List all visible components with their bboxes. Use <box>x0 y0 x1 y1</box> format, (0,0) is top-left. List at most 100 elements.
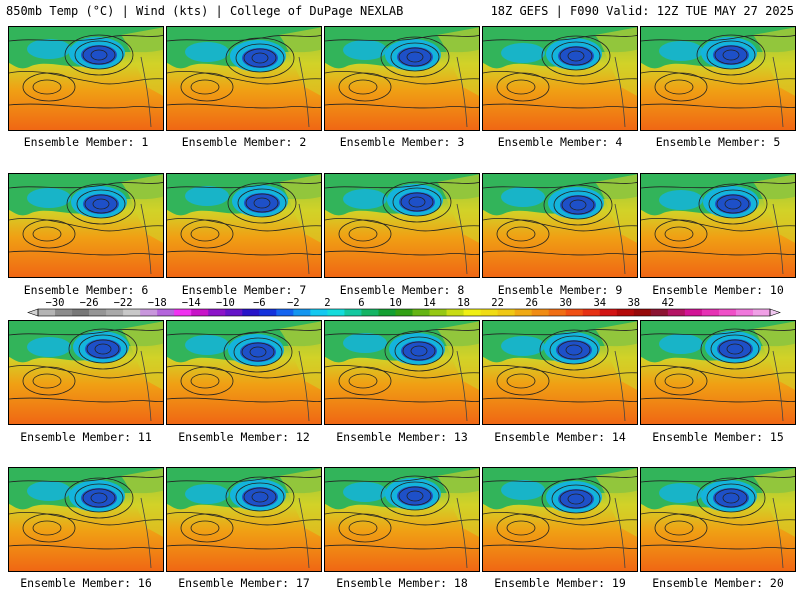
colorbar-bin <box>89 309 107 316</box>
colorbar-bin <box>395 309 413 316</box>
ensemble-map-panel <box>640 173 796 278</box>
ensemble-map-panel <box>166 173 322 278</box>
header-run-info: 18Z GEFS | F090 Valid: 12Z TUE MAY 27 20… <box>490 4 794 18</box>
colorbar-bin <box>497 309 516 316</box>
ensemble-map-panel <box>8 173 164 278</box>
ensemble-member-label: Ensemble Member: 17 <box>178 576 310 590</box>
ensemble-map-panel <box>166 320 322 425</box>
ensemble-member-label: Ensemble Member: 18 <box>336 576 468 590</box>
colorbar-bin <box>548 309 567 316</box>
colorbar-tick-label: −14 <box>182 297 201 309</box>
colorbar-bin <box>378 309 396 316</box>
ensemble-map-panel <box>166 467 322 572</box>
colorbar-bin <box>480 309 499 316</box>
ensemble-map-panel <box>640 320 796 425</box>
colorbar-tick-label: −30 <box>46 297 65 309</box>
ensemble-member-label: Ensemble Member: 16 <box>20 576 152 590</box>
colorbar-tick-label: 34 <box>593 297 606 309</box>
ensemble-member-label: Ensemble Member: 8 <box>339 283 465 297</box>
colorbar-tick-label: −10 <box>216 297 235 309</box>
colorbar-bin <box>276 309 294 316</box>
colorbar-bin <box>633 309 652 316</box>
colorbar-bin <box>208 309 226 316</box>
colorbar-left-arrow <box>27 308 39 317</box>
colorbar-bin <box>242 309 260 316</box>
colorbar-bin <box>463 309 481 316</box>
ensemble-member-label: Ensemble Member: 14 <box>494 430 626 444</box>
colorbar-bin <box>259 309 277 316</box>
ensemble-member-label: Ensemble Member: 1 <box>23 135 149 149</box>
ensemble-map-panel <box>324 173 480 278</box>
colorbar-bin <box>446 309 464 316</box>
ensemble-member-label: Ensemble Member: 7 <box>181 283 307 297</box>
colorbar-bin <box>344 309 362 316</box>
colorbar-bin <box>735 309 754 316</box>
ensemble-map-panel <box>640 26 796 131</box>
ensemble-member-label: Ensemble Member: 5 <box>655 135 781 149</box>
colorbar-bin <box>293 309 311 316</box>
ensemble-map-panel <box>482 26 638 131</box>
ensemble-member-label: Ensemble Member: 20 <box>652 576 784 590</box>
colorbar-bin <box>667 309 686 316</box>
colorbar-tick-label: 6 <box>358 297 364 309</box>
colorbar-bin <box>225 309 243 316</box>
colorbar-bin <box>599 309 618 316</box>
colorbar-tick-label: −22 <box>114 297 133 309</box>
header-title: 850mb Temp (°C) | Wind (kts) | College o… <box>6 4 404 18</box>
ensemble-map-panel <box>324 320 480 425</box>
ensemble-map-panel <box>482 173 638 278</box>
colorbar-bin <box>191 309 209 316</box>
colorbar-bin <box>140 309 158 316</box>
colorbar-tick-label: 26 <box>525 297 538 309</box>
colorbar-bin <box>38 309 56 316</box>
colorbar-tick-label: 22 <box>491 297 504 309</box>
colorbar-bin <box>123 309 141 316</box>
colorbar-bin <box>72 309 90 316</box>
ensemble-member-label: Ensemble Member: 2 <box>181 135 307 149</box>
ensemble-map-panel <box>324 467 480 572</box>
ensemble-member-label: Ensemble Member: 19 <box>494 576 626 590</box>
colorbar-bin <box>310 309 328 316</box>
ensemble-map-panel <box>8 467 164 572</box>
colorbar-bin <box>412 309 430 316</box>
colorbar-bin <box>718 309 737 316</box>
ensemble-map-panel <box>324 26 480 131</box>
ensemble-member-label: Ensemble Member: 4 <box>497 135 623 149</box>
colorbar-right-arrow <box>769 308 781 317</box>
colorbar-bin <box>531 309 550 316</box>
colorbar-bin <box>55 309 73 316</box>
colorbar-bin <box>650 309 669 316</box>
ensemble-member-label: Ensemble Member: 15 <box>652 430 784 444</box>
colorbar-bin <box>684 309 703 316</box>
colorbar-tick-label: 2 <box>324 297 330 309</box>
ensemble-map-panel <box>640 467 796 572</box>
colorbar-bin <box>514 309 533 316</box>
ensemble-member-label: Ensemble Member: 11 <box>20 430 152 444</box>
colorbar-tick-label: 38 <box>627 297 640 309</box>
ensemble-member-label: Ensemble Member: 6 <box>23 283 149 297</box>
colorbar-tick-label: −2 <box>287 297 300 309</box>
colorbar-tick-label: −18 <box>148 297 167 309</box>
colorbar-bin <box>106 309 124 316</box>
colorbar-tick-label: 10 <box>389 297 402 309</box>
colorbar-tick-label: 14 <box>423 297 436 309</box>
ensemble-map-panel <box>8 320 164 425</box>
colorbar-bin <box>429 309 447 316</box>
ensemble-member-label: Ensemble Member: 13 <box>336 430 468 444</box>
colorbar-bin <box>157 309 175 316</box>
ensemble-member-label: Ensemble Member: 9 <box>497 283 623 297</box>
colorbar-bin <box>327 309 345 316</box>
ensemble-member-label: Ensemble Member: 12 <box>178 430 310 444</box>
colorbar-bin <box>752 309 771 316</box>
colorbar-tick-label: −6 <box>253 297 266 309</box>
ensemble-member-label: Ensemble Member: 10 <box>652 283 784 297</box>
ensemble-map-panel <box>8 26 164 131</box>
colorbar-bin <box>565 309 584 316</box>
colorbar-bin <box>616 309 635 316</box>
ensemble-map-panel <box>482 467 638 572</box>
colorbar-bin <box>701 309 720 316</box>
ensemble-map-panel <box>482 320 638 425</box>
colorbar-tick-label: 30 <box>559 297 572 309</box>
colorbar-bin <box>582 309 601 316</box>
colorbar-bin <box>361 309 379 316</box>
